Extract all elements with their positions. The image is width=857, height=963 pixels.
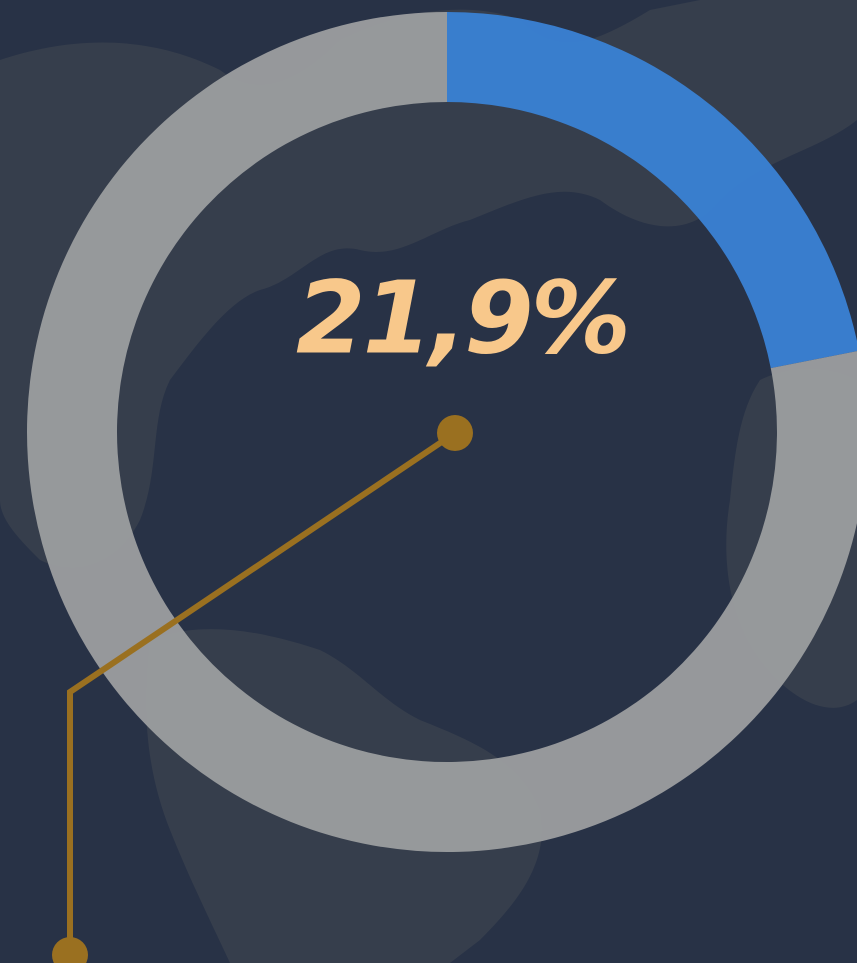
leader-line [52, 415, 473, 963]
donut [27, 12, 857, 852]
leader-path [67, 430, 457, 955]
donut-segment [447, 12, 857, 369]
leader-dot [437, 415, 473, 451]
center-label: 21,9% [296, 259, 628, 376]
leader-dot [52, 937, 88, 963]
